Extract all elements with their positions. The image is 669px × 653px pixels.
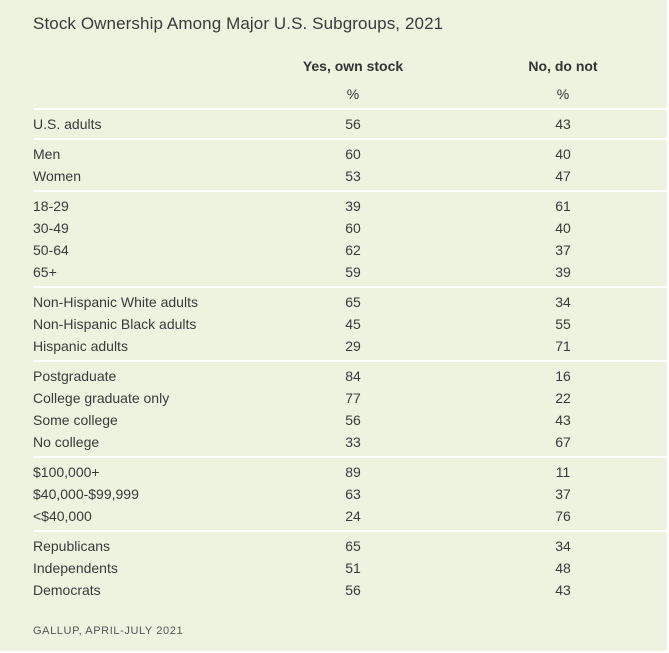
value-no-do-not: 55 bbox=[555, 316, 571, 332]
value-no-do-not: 43 bbox=[555, 582, 571, 598]
table-row: 30-49 60 40 bbox=[0, 220, 667, 242]
row-label: College graduate only bbox=[33, 390, 170, 406]
value-no-do-not: 47 bbox=[555, 168, 571, 184]
row-label: $100,000+ bbox=[33, 464, 100, 480]
value-no-do-not: 48 bbox=[555, 560, 571, 576]
table-row: 65+ 59 39 bbox=[0, 264, 667, 286]
value-no-do-not: 67 bbox=[555, 434, 571, 450]
value-no-do-not: 39 bbox=[555, 264, 571, 280]
table-row: Hispanic adults 29 71 bbox=[0, 338, 667, 360]
value-yes-own-stock: 84 bbox=[345, 368, 361, 384]
value-yes-own-stock: 62 bbox=[345, 242, 361, 258]
column-header-yes: Yes, own stock bbox=[302, 58, 404, 74]
value-yes-own-stock: 45 bbox=[345, 316, 361, 332]
value-no-do-not: 43 bbox=[555, 116, 571, 132]
value-yes-own-stock: 53 bbox=[345, 168, 361, 184]
table-title: Stock Ownership Among Major U.S. Subgrou… bbox=[33, 14, 444, 33]
table-row: $40,000-$99,999 63 37 bbox=[0, 486, 667, 508]
table-row: <$40,000 24 76 bbox=[0, 508, 667, 530]
value-no-do-not: 34 bbox=[555, 294, 571, 310]
value-no-do-not: 16 bbox=[555, 368, 571, 384]
table-row: Non-Hispanic White adults 65 34 bbox=[0, 294, 667, 316]
value-yes-own-stock: 65 bbox=[345, 538, 361, 554]
value-no-do-not: 40 bbox=[555, 220, 571, 236]
row-label: Democrats bbox=[33, 582, 101, 598]
row-label: Some college bbox=[33, 412, 118, 428]
group-divider bbox=[33, 190, 667, 192]
table-row: $100,000+ 89 11 bbox=[0, 464, 667, 486]
row-label: Republicans bbox=[33, 538, 111, 554]
value-yes-own-stock: 60 bbox=[345, 220, 361, 236]
value-yes-own-stock: 56 bbox=[345, 582, 361, 598]
value-yes-own-stock: 89 bbox=[345, 464, 361, 480]
table-row: Postgraduate 84 16 bbox=[0, 368, 667, 390]
table-row: Republicans 65 34 bbox=[0, 538, 667, 560]
value-yes-own-stock: 24 bbox=[345, 508, 361, 524]
value-no-do-not: 22 bbox=[555, 390, 571, 406]
group-divider bbox=[33, 286, 667, 288]
table-row: Democrats 56 43 bbox=[0, 582, 667, 604]
value-no-do-not: 61 bbox=[555, 198, 571, 214]
row-label: Non-Hispanic Black adults bbox=[33, 316, 197, 332]
row-label: 30-49 bbox=[33, 220, 69, 236]
group-divider bbox=[33, 108, 667, 110]
table-row: Independents 51 48 bbox=[0, 560, 667, 582]
row-label: $40,000-$99,999 bbox=[33, 486, 139, 502]
table-row: Women 53 47 bbox=[0, 168, 667, 190]
row-label: 50-64 bbox=[33, 242, 69, 258]
row-label: No college bbox=[33, 434, 100, 450]
value-yes-own-stock: 63 bbox=[345, 486, 361, 502]
column-unit-no: % bbox=[556, 86, 570, 102]
value-no-do-not: 43 bbox=[555, 412, 571, 428]
group-divider bbox=[33, 530, 667, 532]
table-row: 18-29 39 61 bbox=[0, 198, 667, 220]
value-yes-own-stock: 60 bbox=[345, 146, 361, 162]
table-row: Non-Hispanic Black adults 45 55 bbox=[0, 316, 667, 338]
table-row: No college 33 67 bbox=[0, 434, 667, 456]
value-no-do-not: 71 bbox=[555, 338, 571, 354]
table-row: Some college 56 43 bbox=[0, 412, 667, 434]
row-label: Men bbox=[33, 146, 61, 162]
value-yes-own-stock: 29 bbox=[345, 338, 361, 354]
group-divider bbox=[33, 138, 667, 140]
column-unit-yes: % bbox=[346, 86, 360, 102]
row-label: Independents bbox=[33, 560, 118, 576]
value-yes-own-stock: 39 bbox=[345, 198, 361, 214]
table-row: 50-64 62 37 bbox=[0, 242, 667, 264]
row-label: Postgraduate bbox=[33, 368, 117, 384]
row-label: Hispanic adults bbox=[33, 338, 128, 354]
row-label: Non-Hispanic White adults bbox=[33, 294, 198, 310]
value-yes-own-stock: 56 bbox=[345, 412, 361, 428]
value-yes-own-stock: 65 bbox=[345, 294, 361, 310]
value-yes-own-stock: 56 bbox=[345, 116, 361, 132]
value-no-do-not: 76 bbox=[555, 508, 571, 524]
source-note: GALLUP, APRIL-JULY 2021 bbox=[33, 625, 184, 637]
group-divider bbox=[33, 360, 667, 362]
value-no-do-not: 37 bbox=[555, 486, 571, 502]
row-label: Women bbox=[33, 168, 81, 184]
row-label: U.S. adults bbox=[33, 116, 102, 132]
value-no-do-not: 34 bbox=[555, 538, 571, 554]
value-no-do-not: 11 bbox=[555, 464, 571, 480]
value-yes-own-stock: 33 bbox=[345, 434, 361, 450]
value-yes-own-stock: 59 bbox=[345, 264, 361, 280]
value-no-do-not: 40 bbox=[555, 146, 571, 162]
table-row: U.S. adults 56 43 bbox=[0, 116, 667, 138]
group-divider bbox=[33, 456, 667, 458]
value-yes-own-stock: 51 bbox=[345, 560, 361, 576]
table-row: College graduate only 77 22 bbox=[0, 390, 667, 412]
row-label: 65+ bbox=[33, 264, 57, 280]
column-header-no: No, do not bbox=[528, 58, 598, 74]
row-label: <$40,000 bbox=[33, 508, 92, 524]
table-row: Men 60 40 bbox=[0, 146, 667, 168]
value-no-do-not: 37 bbox=[555, 242, 571, 258]
value-yes-own-stock: 77 bbox=[345, 390, 361, 406]
row-label: 18-29 bbox=[33, 198, 69, 214]
